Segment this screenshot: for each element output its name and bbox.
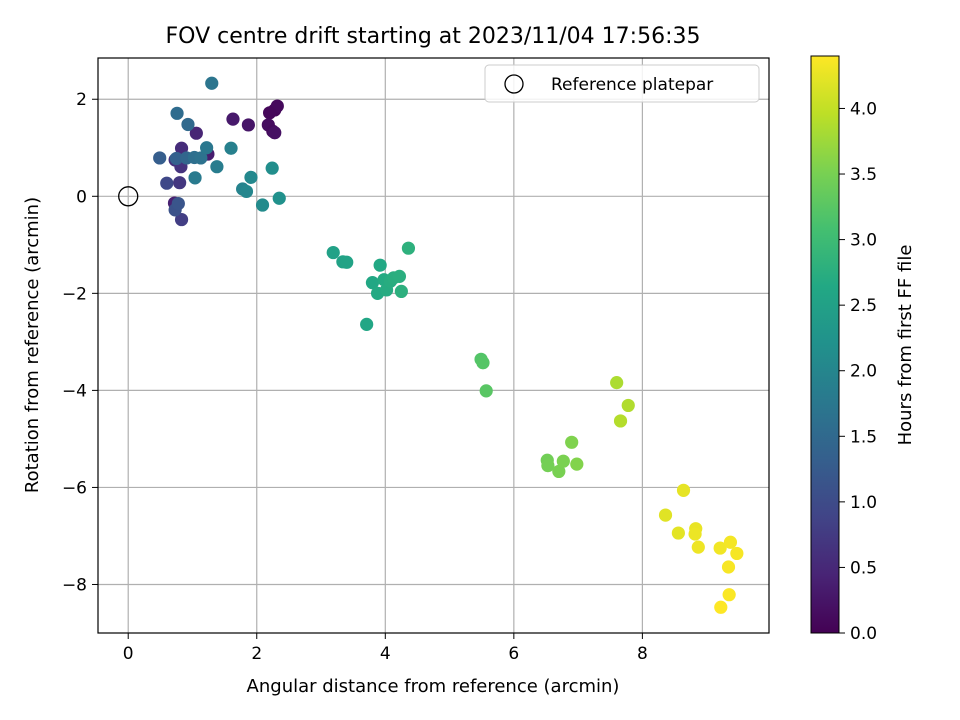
- scatter-point: [174, 212, 189, 227]
- scatter-point: [188, 171, 202, 185]
- colorbar-tick-label: 0.5: [850, 558, 877, 578]
- x-tick-label: 4: [380, 644, 391, 664]
- scatter-point: [189, 126, 203, 140]
- colorbar: 0.0 0.5 1.0 1.5 2.0 2.5 3.0 3.5 4.0 Hours from f…: [810, 55, 916, 644]
- scatter-point: [160, 176, 174, 190]
- scatter-point: [181, 117, 195, 132]
- scatter-point: [570, 457, 584, 471]
- x-axis-ticks: 0 2 4 6 8: [123, 633, 648, 664]
- scatter-point: [265, 161, 279, 175]
- scatter-point: [621, 398, 635, 413]
- scatter-point: [170, 106, 184, 120]
- scatter-point: [556, 454, 570, 468]
- scatter-point: [365, 276, 380, 290]
- scatter-point: [676, 483, 691, 497]
- chart-title: FOV centre drift starting at 2023/11/04 …: [166, 24, 701, 49]
- scatter-point: [565, 435, 579, 449]
- colorbar-tick-label: 0.0: [850, 624, 877, 644]
- y-tick-label: −4: [62, 381, 87, 401]
- y-tick-label: −2: [62, 284, 87, 304]
- scatter-point: [244, 170, 258, 184]
- colorbar-tick-label: 1.5: [850, 427, 877, 447]
- scatter-point: [171, 196, 185, 211]
- colorbar-tick-label: 4.0: [850, 99, 877, 119]
- scatter-point: [326, 245, 340, 260]
- scatter-point: [479, 384, 493, 398]
- legend-reference-label: Reference platepar: [551, 75, 713, 95]
- x-tick-label: 2: [251, 644, 262, 664]
- scatter-point: [541, 458, 555, 473]
- legend-box: [484, 64, 760, 103]
- scatter-point: [173, 176, 187, 190]
- scatter-point: [613, 414, 628, 428]
- colorbar-ticks: 0.0 0.5 1.0 1.5 2.0 2.5 3.0 3.5 4.0: [839, 99, 877, 644]
- scatter-point: [205, 76, 219, 90]
- scatter-point: [392, 269, 407, 283]
- reference-platepar-marker: [118, 186, 139, 207]
- scatter-points: [153, 76, 744, 614]
- scatter-point: [360, 317, 374, 331]
- scatter-point: [272, 191, 286, 205]
- legend: Reference platepar: [484, 64, 760, 103]
- scatter-point: [373, 258, 387, 272]
- x-tick-label: 0: [123, 644, 134, 664]
- scatter-point: [671, 526, 685, 540]
- scatter-point: [210, 160, 224, 174]
- scatter-point: [174, 141, 189, 155]
- plot-frame: [97, 57, 770, 634]
- scatter-point: [241, 118, 255, 132]
- scatter-point: [610, 376, 624, 390]
- scatter-point: [169, 151, 184, 166]
- scatter-point: [714, 600, 728, 614]
- scatter-point: [730, 546, 744, 561]
- scatter-point: [476, 356, 490, 370]
- y-axis-label: Rotation from reference (arcmin): [22, 197, 43, 493]
- scatter-point: [239, 184, 254, 199]
- x-tick-label: 6: [508, 644, 519, 664]
- x-axis-label: Angular distance from reference (arcmin): [247, 676, 620, 697]
- legend-reference-marker: [504, 74, 524, 94]
- grid-lines: [98, 58, 769, 633]
- y-tick-label: 0: [76, 187, 87, 207]
- scatter-point: [226, 112, 240, 126]
- colorbar-label: Hours from first FF file: [895, 245, 916, 446]
- scatter-point: [723, 535, 738, 549]
- scatter-point: [691, 540, 705, 554]
- colorbar-gradient: [810, 55, 840, 634]
- y-tick-label: −6: [62, 478, 87, 498]
- scatter-point: [268, 126, 282, 140]
- scatter-point: [401, 241, 416, 255]
- scatter-point: [200, 141, 214, 155]
- y-tick-label: −8: [62, 575, 87, 595]
- plot-background: [98, 58, 769, 633]
- scatter-point: [713, 541, 727, 555]
- scatter-point: [722, 588, 736, 602]
- plot-area: 0 2 4 6 8 2 0 −2 −4 −6 −8: [62, 57, 770, 664]
- scatter-point: [255, 198, 270, 212]
- scatter-point: [340, 255, 354, 269]
- colorbar-tick-label: 2.5: [850, 296, 877, 316]
- reference-marker-layer: [118, 186, 139, 207]
- colorbar-tick-label: 3.5: [850, 165, 877, 185]
- colorbar-tick-label: 2.0: [850, 362, 877, 382]
- scatter-point: [224, 141, 238, 155]
- y-axis-ticks: 2 0 −2 −4 −6 −8: [62, 90, 98, 595]
- scatter-point: [721, 560, 736, 574]
- scatter-point: [658, 508, 673, 522]
- scatter-point: [688, 527, 702, 541]
- scatter-point: [153, 151, 167, 165]
- scatter-point: [394, 284, 408, 298]
- scatter-point: [263, 106, 277, 120]
- y-tick-label: 2: [76, 90, 87, 110]
- scatter-point: [194, 151, 208, 165]
- colorbar-tick-label: 3.0: [850, 231, 877, 251]
- scatter-point: [552, 464, 566, 479]
- x-tick-label: 8: [637, 644, 648, 664]
- colorbar-tick-label: 1.0: [850, 493, 877, 513]
